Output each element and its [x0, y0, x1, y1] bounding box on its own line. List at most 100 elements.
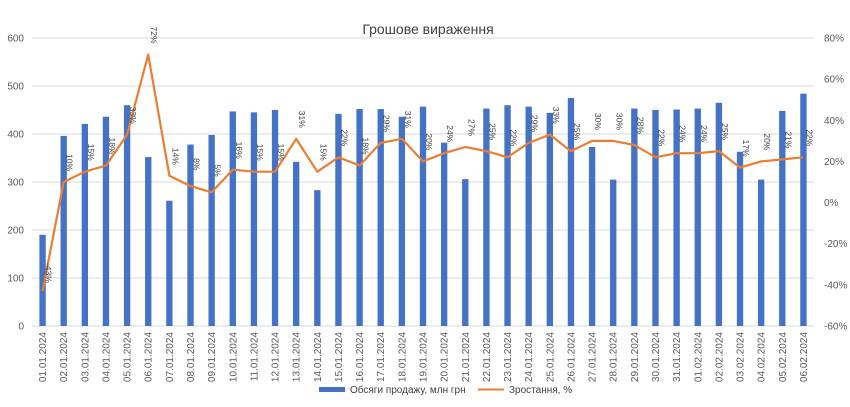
growth-data-label: 22% — [339, 129, 349, 146]
growth-line — [41, 53, 804, 292]
x-axis-tick-label: 04.01.2024 — [102, 332, 113, 382]
sales-bar — [166, 200, 173, 326]
growth-data-label: 8% — [191, 158, 201, 171]
growth-data-label: 16% — [234, 142, 244, 159]
x-axis-tick-label: 04.02.2024 — [757, 332, 768, 382]
right-axis-tick-label: 20% — [824, 157, 844, 168]
growth-data-label: 33% — [551, 107, 561, 124]
sales-bar — [694, 108, 701, 326]
legend: Обсяги продажу, млн грн Зростання, % — [319, 384, 572, 396]
growth-data-labels: -43% 10% 15% 18% 33% 72% 14% 8% 5% 16% 15% 15% 31% 15… — [44, 27, 815, 284]
sales-bar — [567, 98, 575, 326]
growth-data-label: 72% — [149, 27, 159, 44]
right-axis-tick-label: -60% — [824, 322, 847, 333]
sales-bar — [39, 234, 46, 326]
x-axis-tick-label: 14.01.2024 — [313, 332, 324, 382]
sales-bar — [208, 134, 215, 326]
sales-bar — [779, 110, 786, 327]
sales-bar — [462, 179, 469, 326]
sales-bar — [187, 144, 194, 326]
sales-bar — [440, 142, 448, 326]
left-axis-tick-label: 600 — [7, 34, 24, 45]
x-axis-tick-label: 12.01.2024 — [271, 332, 282, 382]
x-axis-tick-label: 20.01.2024 — [440, 332, 451, 382]
x-axis-tick-label: 24.01.2024 — [524, 332, 535, 382]
sales-bar — [504, 105, 511, 326]
x-axis-tick-label: 25.01.2024 — [545, 332, 556, 382]
legend-label-growth: Зростання, % — [509, 385, 572, 396]
growth-data-label: 30% — [593, 113, 603, 130]
x-axis-tick-label: 30.01.2024 — [651, 332, 662, 382]
growth-data-label: 14% — [170, 148, 180, 165]
sales-bar — [102, 116, 110, 326]
sales-bar — [229, 111, 236, 326]
legend-label-sales: Обсяги продажу, млн грн — [350, 384, 466, 396]
x-axis-tick-label: 16.01.2024 — [355, 332, 366, 382]
sales-bar — [398, 116, 406, 326]
growth-data-label: 15% — [276, 144, 286, 161]
growth-data-label: 15% — [86, 144, 96, 161]
sales-bar — [271, 110, 279, 326]
x-axis-tick-label: 03.01.2024 — [80, 332, 91, 382]
left-axis-tick-label: 400 — [7, 130, 24, 141]
right-axis-tick-label: 80% — [824, 34, 844, 45]
left-axis-tick-label: 0 — [18, 322, 24, 333]
x-axis-tick-label: 08.01.2024 — [186, 332, 197, 382]
x-axis-tick-label: 18.01.2024 — [397, 332, 408, 382]
x-axis-tick-label: 07.01.2024 — [165, 332, 176, 382]
x-axis-tick-label: 26.01.2024 — [566, 332, 577, 382]
right-axis-tick-label: 60% — [824, 75, 844, 86]
x-axis-tick-label: 06.01.2024 — [144, 332, 155, 382]
right-axis-tick-label: -40% — [824, 280, 847, 291]
x-axis-tick-label: 06.02.2024 — [799, 332, 810, 382]
sales-bar — [356, 109, 363, 326]
x-axis-tick-label: 01.01.2024 — [38, 332, 49, 382]
growth-data-label: 24% — [445, 125, 455, 142]
sales-bar — [250, 112, 258, 327]
growth-data-label: 15% — [255, 144, 265, 161]
growth-data-label: 33% — [128, 107, 138, 124]
growth-data-label: 15% — [318, 144, 328, 161]
growth-data-label: 20% — [762, 133, 772, 150]
growth-data-label: 29% — [382, 115, 392, 132]
sales-bar — [757, 179, 765, 326]
right-axis-ticks: -60% -40% -20% 0% 20% 40% 60% 80% — [824, 34, 847, 333]
growth-data-label: 22% — [508, 129, 518, 146]
x-axis-tick-label: 03.02.2024 — [736, 332, 747, 382]
sales-bar — [377, 109, 384, 326]
growth-data-label: 28% — [635, 117, 645, 134]
right-axis-tick-label: 40% — [824, 116, 844, 127]
sales-bar — [123, 105, 131, 326]
growth-data-label: 31% — [403, 111, 413, 128]
left-axis-tick-label: 300 — [7, 178, 24, 189]
sales-bar — [335, 113, 342, 326]
sales-bar — [314, 190, 321, 326]
sales-bar — [588, 146, 596, 326]
x-axis-tick-label: 13.01.2024 — [292, 332, 303, 382]
sales-bar — [610, 179, 617, 326]
sales-bar — [60, 135, 67, 326]
growth-data-label: 30% — [614, 113, 624, 130]
sales-bar — [736, 151, 744, 326]
sales-bar — [673, 109, 680, 327]
sales-bar — [631, 108, 638, 326]
x-axis-tick-label: 19.01.2024 — [419, 332, 430, 382]
x-axis-tick-label: 02.02.2024 — [714, 332, 725, 382]
x-axis-tick-label: 10.01.2024 — [228, 332, 239, 382]
growth-data-label: 20% — [424, 133, 434, 150]
chart-title: Грошове вираження — [362, 21, 493, 37]
x-axis-tick-label: 15.01.2024 — [334, 332, 345, 382]
sales-bar — [800, 93, 807, 327]
x-axis-tick-label: 29.01.2024 — [630, 332, 641, 382]
growth-data-label: 31% — [297, 111, 307, 128]
growth-data-label: 29% — [530, 115, 540, 132]
growth-data-label: 22% — [656, 129, 666, 146]
x-axis-tick-label: 21.01.2024 — [461, 332, 472, 382]
x-axis-tick-label: 02.01.2024 — [59, 332, 70, 382]
sales-bar — [715, 102, 723, 326]
growth-data-label: 18% — [107, 137, 117, 154]
sales-bar — [483, 108, 490, 326]
x-axis-tick-label: 05.01.2024 — [123, 332, 134, 382]
left-axis-tick-label: 100 — [7, 274, 24, 285]
